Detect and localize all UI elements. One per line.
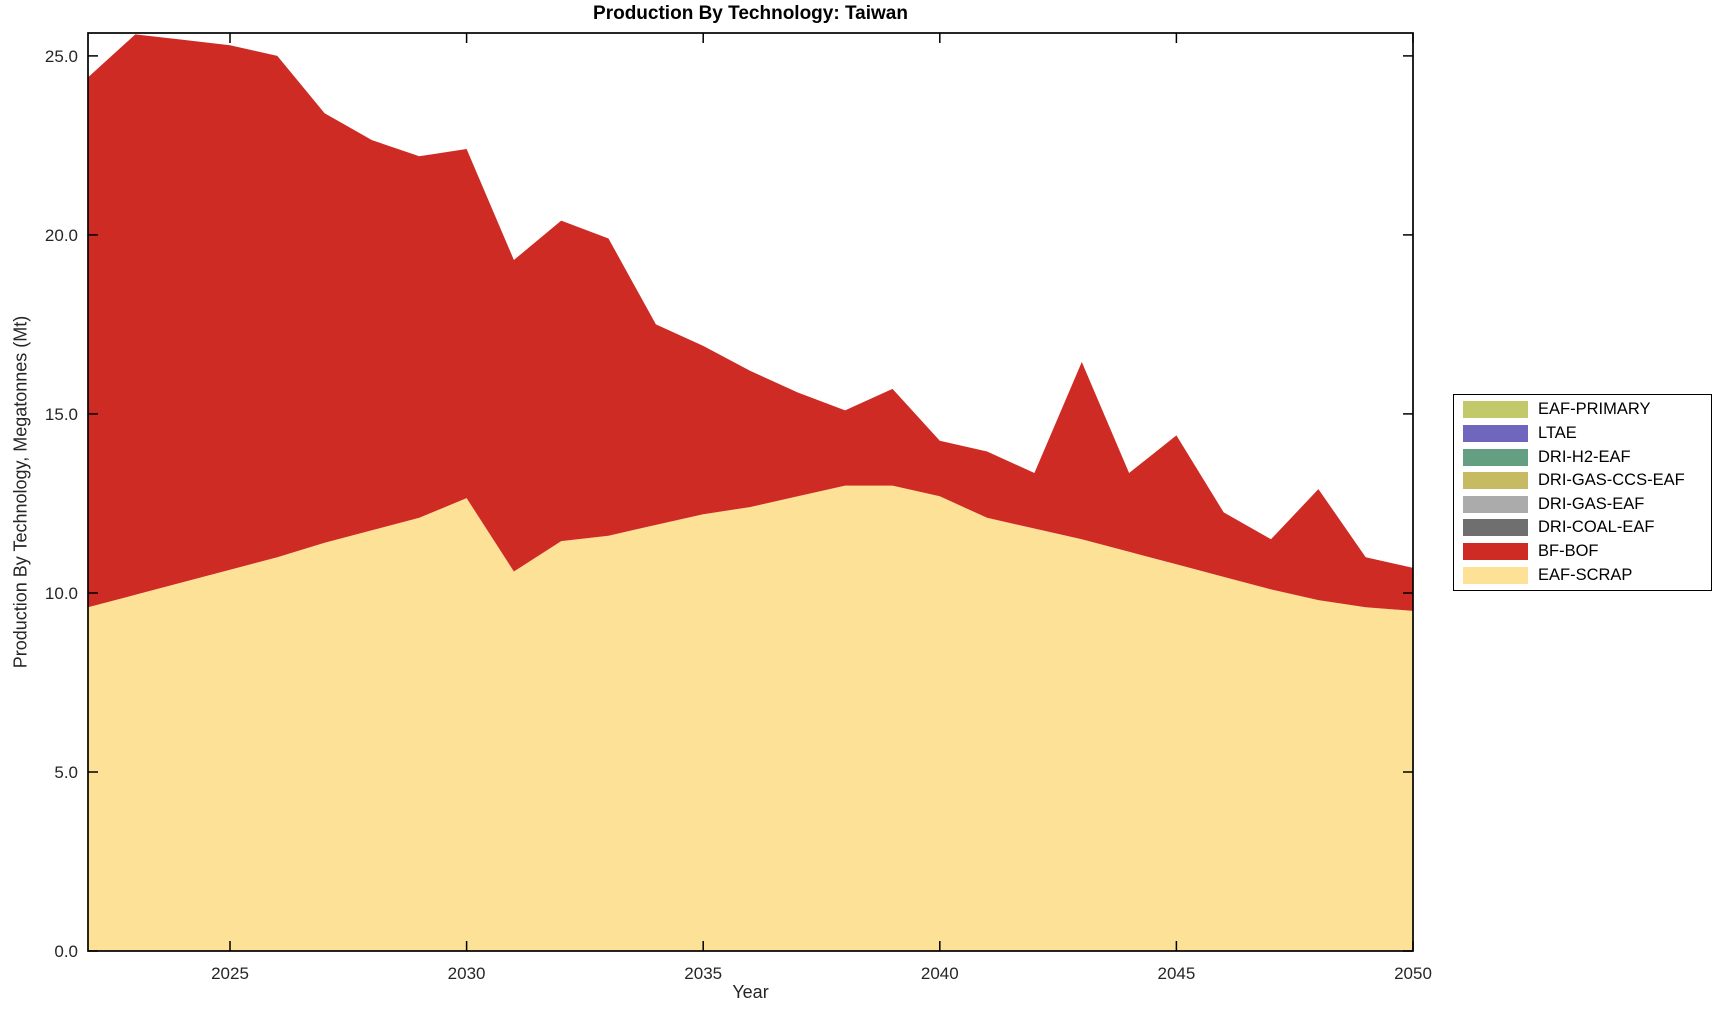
x-tick-label: 2050 [1394,964,1432,983]
area-EAF-SCRAP [88,485,1413,951]
y-tick-label: 0.0 [54,942,78,961]
y-tick-label: 10.0 [45,584,78,603]
y-axis-label: Production By Technology, Megatonnes (Mt… [10,315,31,669]
legend-item-EAF-SCRAP: EAF-SCRAP [1454,563,1711,587]
legend-swatch [1463,495,1528,513]
legend-swatch [1463,401,1528,419]
y-tick-label: 15.0 [45,405,78,424]
legend-label: EAF-SCRAP [1538,565,1633,584]
legend-swatch [1463,448,1528,466]
legend-item-BF-BOF: BF-BOF [1454,540,1711,564]
x-axis-label: Year [732,982,769,1002]
x-tick-label: 2035 [684,964,722,983]
legend-swatch [1463,543,1528,561]
y-tick-label: 20.0 [45,226,78,245]
legend-swatch [1463,424,1528,442]
legend-item-DRI-COAL-EAF: DRI-COAL-EAF [1454,516,1711,540]
legend-label: DRI-H2-EAF [1538,447,1631,466]
legend-swatch [1463,566,1528,584]
legend-item-DRI-GAS-EAF: DRI-GAS-EAF [1454,493,1711,517]
y-tick-label: 25.0 [45,47,78,66]
legend-item-LTAE: LTAE [1454,422,1711,446]
legend-label: DRI-GAS-CCS-EAF [1538,471,1685,490]
axes-frame [87,32,1414,952]
legend-label: BF-BOF [1538,542,1599,561]
legend-label: DRI-GAS-EAF [1538,494,1645,513]
area-BF-BOF [88,34,1413,611]
y-tick-label: 5.0 [54,763,78,782]
x-tick-label: 2025 [211,964,249,983]
legend-item-DRI-GAS-CCS-EAF: DRI-GAS-CCS-EAF [1454,469,1711,493]
legend-item-DRI-H2-EAF: DRI-H2-EAF [1454,445,1711,469]
legend-label: EAF-PRIMARY [1538,400,1651,419]
legend-swatch [1463,472,1528,490]
legend-label: LTAE [1538,423,1577,442]
x-tick-label: 2045 [1157,964,1195,983]
legend: EAF-PRIMARY LTAE DRI-H2-EAF DRI-GAS-CCS-EAF… [1453,394,1712,591]
x-tick-label: 2040 [921,964,959,983]
legend-item-EAF-PRIMARY: EAF-PRIMARY [1454,398,1711,422]
chart-title: Production By Technology: Taiwan [593,3,908,24]
legend-swatch [1463,519,1528,537]
legend-label: DRI-COAL-EAF [1538,518,1655,537]
x-tick-label: 2030 [448,964,486,983]
